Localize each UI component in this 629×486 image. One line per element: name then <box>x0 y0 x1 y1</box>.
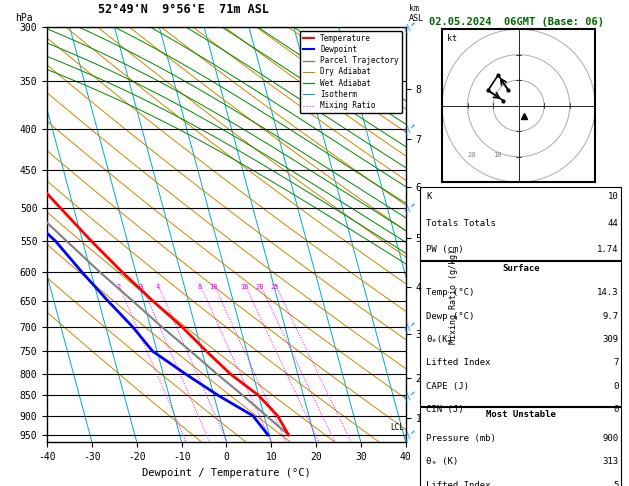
Text: //→: //→ <box>402 318 418 335</box>
Text: 7: 7 <box>613 358 618 367</box>
Text: CAPE (J): CAPE (J) <box>426 382 469 391</box>
Text: Totals Totals: Totals Totals <box>426 219 496 228</box>
Text: 0: 0 <box>613 382 618 391</box>
Text: //→: //→ <box>402 426 418 443</box>
Legend: Temperature, Dewpoint, Parcel Trajectory, Dry Adiabat, Wet Adiabat, Isotherm, Mi: Temperature, Dewpoint, Parcel Trajectory… <box>299 31 402 113</box>
Text: hPa: hPa <box>15 13 33 22</box>
Text: 14.3: 14.3 <box>597 288 618 297</box>
Text: θₑ(K): θₑ(K) <box>426 335 454 344</box>
Text: Pressure (mb): Pressure (mb) <box>426 434 496 443</box>
Text: 900: 900 <box>602 434 618 443</box>
Text: //→: //→ <box>402 18 418 35</box>
Text: km
ASL: km ASL <box>409 4 425 22</box>
Text: 3: 3 <box>139 284 143 290</box>
Text: Mixing Ratio (g/kg): Mixing Ratio (g/kg) <box>448 249 458 344</box>
Text: 44: 44 <box>608 219 618 228</box>
Text: K: K <box>426 192 432 201</box>
Text: 20: 20 <box>255 284 264 290</box>
Text: //→: //→ <box>402 199 418 216</box>
Text: Dewp (°C): Dewp (°C) <box>426 312 475 321</box>
Text: 8: 8 <box>198 284 202 290</box>
Text: Lifted Index: Lifted Index <box>426 358 491 367</box>
Text: LCL: LCL <box>391 423 404 432</box>
Text: Temp (°C): Temp (°C) <box>426 288 475 297</box>
Text: 1.74: 1.74 <box>597 245 618 255</box>
Text: CIN (J): CIN (J) <box>426 405 464 414</box>
Text: 10: 10 <box>209 284 218 290</box>
Text: 52°49'N  9°56'E  71m ASL: 52°49'N 9°56'E 71m ASL <box>98 3 269 17</box>
Text: 5: 5 <box>613 481 618 486</box>
Text: PW (cm): PW (cm) <box>426 245 464 255</box>
Text: 4: 4 <box>155 284 160 290</box>
Text: 10: 10 <box>493 152 501 158</box>
Text: 25: 25 <box>271 284 279 290</box>
Text: //→: //→ <box>402 387 418 404</box>
X-axis label: Dewpoint / Temperature (°C): Dewpoint / Temperature (°C) <box>142 468 311 478</box>
Text: Surface: Surface <box>502 264 540 273</box>
Text: 16: 16 <box>240 284 249 290</box>
Text: 2: 2 <box>116 284 121 290</box>
Text: kt: kt <box>447 34 457 43</box>
Text: 9.7: 9.7 <box>602 312 618 321</box>
Text: Most Unstable: Most Unstable <box>486 410 556 419</box>
Text: 313: 313 <box>602 457 618 467</box>
Text: 02.05.2024  06GMT (Base: 06): 02.05.2024 06GMT (Base: 06) <box>429 17 604 27</box>
Text: 20: 20 <box>467 152 476 158</box>
Text: 10: 10 <box>608 192 618 201</box>
Text: //→: //→ <box>402 120 418 137</box>
Text: Lifted Index: Lifted Index <box>426 481 491 486</box>
Text: 309: 309 <box>602 335 618 344</box>
Text: 0: 0 <box>613 405 618 414</box>
Text: θₑ (K): θₑ (K) <box>426 457 459 467</box>
